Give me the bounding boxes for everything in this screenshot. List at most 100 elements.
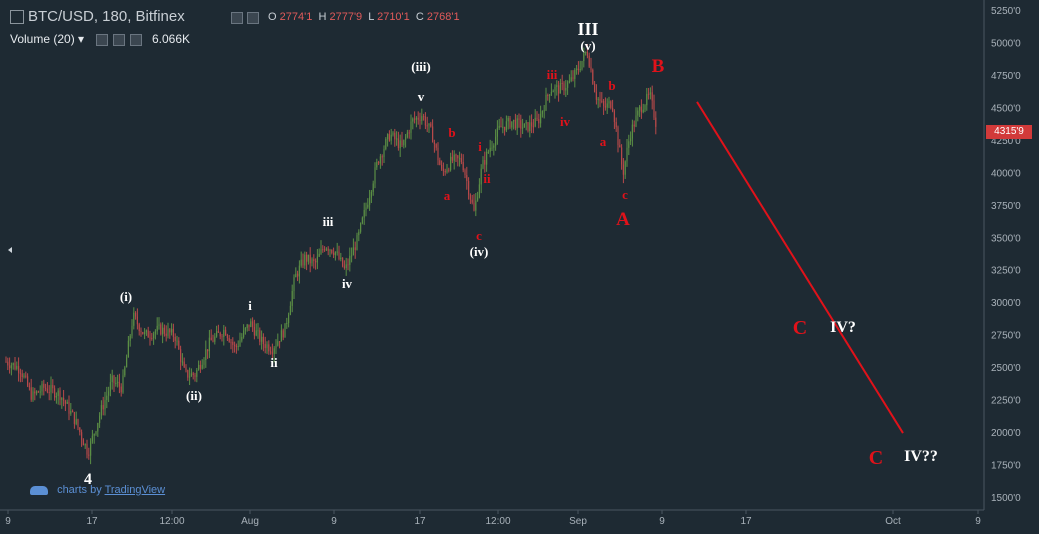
candle-body <box>329 249 331 251</box>
settings-icon[interactable] <box>113 34 125 46</box>
candle-body <box>235 345 237 347</box>
wave-label: a <box>444 188 451 203</box>
volume-legend[interactable]: Volume (20) ▾ <box>10 32 84 46</box>
candle-body <box>277 341 279 346</box>
candle-body <box>495 136 497 146</box>
candle-body <box>576 68 578 70</box>
candle-body <box>169 329 171 333</box>
candle-body <box>190 373 192 377</box>
candle-body <box>234 344 236 346</box>
chevron-down-icon[interactable]: ▾ <box>78 32 85 46</box>
tradingview-watermark[interactable]: charts by TradingView <box>30 484 165 496</box>
candle-body <box>486 151 488 165</box>
eye-icon[interactable] <box>96 34 108 46</box>
candle-body <box>325 248 327 250</box>
candle-body <box>577 68 579 71</box>
candle-body <box>100 405 102 416</box>
candle-body <box>369 197 371 205</box>
candle-body <box>360 223 362 232</box>
candle-body <box>183 361 185 368</box>
candle-body <box>315 261 317 263</box>
candle-body <box>144 332 146 335</box>
candle-body <box>27 376 29 386</box>
candle-body <box>622 164 624 175</box>
wave-label: 4 <box>84 471 92 488</box>
candle-body <box>334 251 336 256</box>
candle-body <box>491 147 493 149</box>
candle-body <box>37 391 39 393</box>
wave-label: III <box>577 19 598 39</box>
candle-body <box>597 98 599 100</box>
candle-body <box>487 151 489 153</box>
projection-line <box>696 101 904 434</box>
close-icon[interactable] <box>130 34 142 46</box>
candle-body <box>646 93 648 106</box>
candle-body <box>594 83 596 92</box>
time-tick-label: 12:00 <box>485 516 510 527</box>
candle-body <box>615 122 617 128</box>
candle-body <box>347 264 349 266</box>
eye-icon[interactable] <box>231 12 243 24</box>
collapse-icon[interactable] <box>10 10 24 24</box>
low-value: 2710'1 <box>377 11 410 23</box>
candle-body <box>228 338 230 342</box>
candle-body <box>356 235 358 250</box>
candle-body <box>563 83 565 91</box>
candle-body <box>631 124 633 139</box>
candle-body <box>345 264 347 268</box>
candle-body <box>84 444 86 446</box>
candle-body <box>372 183 374 192</box>
candle-body <box>642 109 644 113</box>
candle-body <box>459 158 461 160</box>
candle-body <box>88 454 90 456</box>
candle-body <box>536 117 538 120</box>
wave-label: iii <box>547 67 558 82</box>
candle-body <box>86 444 88 455</box>
candle-body <box>513 119 515 122</box>
symbol-title[interactable]: BTC/USD, 180, Bitfinex <box>28 8 185 25</box>
candle-body <box>540 113 542 124</box>
price-tick-label: 4500'0 <box>991 103 1021 114</box>
candle-body <box>498 125 500 128</box>
candle-body <box>639 106 641 111</box>
time-axis[interactable]: 9 17 12:00 Aug 9 17 12:00 Sep 9 17 Oct 9 <box>5 510 981 527</box>
candle-body <box>541 111 543 114</box>
time-tick-label: Aug <box>241 516 259 527</box>
candle-body <box>111 375 113 383</box>
candle-body <box>70 410 72 414</box>
candle-body <box>581 60 583 69</box>
candle-body <box>621 147 623 165</box>
candle-body <box>270 351 272 353</box>
collapse-arrow-icon[interactable] <box>8 247 12 253</box>
time-tick-label: 17 <box>86 516 98 527</box>
candle-body <box>599 98 601 101</box>
settings-icon[interactable] <box>247 12 259 24</box>
candle-body <box>442 168 444 172</box>
candle-body <box>217 331 219 333</box>
candle-body <box>480 168 482 185</box>
candle-body <box>653 100 655 118</box>
candle-body <box>138 324 140 332</box>
candle-body <box>471 199 473 203</box>
candle-body <box>531 122 533 127</box>
candle-body <box>502 126 504 128</box>
candle-body <box>500 125 502 128</box>
wave-label: IV?? <box>904 448 938 465</box>
candle-body <box>214 336 216 342</box>
price-axis[interactable]: 5250'0 5000'0 4750'0 4500'0 4250'0 4000'0 3750… <box>991 6 1021 504</box>
price-tick-label: 3000'0 <box>991 298 1021 309</box>
candle-body <box>367 204 369 208</box>
candle-body <box>54 388 56 398</box>
candle-body <box>162 327 164 335</box>
ohlc-readout: O 2774'1 H 2777'9 L 2710'1 C 2768'1 <box>268 11 460 23</box>
candle-body <box>617 127 619 146</box>
candle-body <box>189 376 191 378</box>
candle-body <box>318 253 320 257</box>
wave-label: C <box>869 447 883 469</box>
candle-body <box>469 194 471 200</box>
candle-body <box>608 101 610 104</box>
candle-body <box>527 122 529 132</box>
candle-body <box>624 161 626 175</box>
candle-body <box>307 254 309 262</box>
